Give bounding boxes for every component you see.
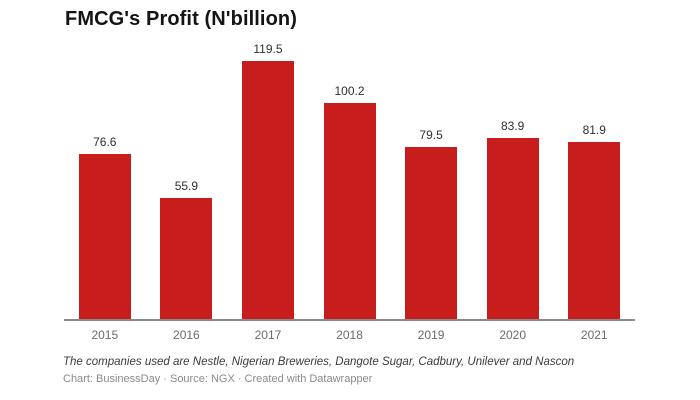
bar <box>160 198 213 319</box>
bar-value-label: 55.9 <box>174 179 199 194</box>
bar-column: 81.9 <box>553 123 635 319</box>
chart-attribution: Chart: BusinessDay · Source: NGX · Creat… <box>63 373 373 385</box>
bar-value-label: 100.2 <box>334 83 365 98</box>
x-tick-label: 2016 <box>173 328 200 342</box>
bar <box>405 147 458 319</box>
bar-value-label: 79.5 <box>419 128 443 143</box>
chart-note: The companies used are Nestle, Nigerian … <box>63 356 575 368</box>
bar-chart: 76.6 55.9 119.5 100.2 79.5 83.9 81.9 2015 2016 2… <box>64 40 635 342</box>
x-tick-label: 2019 <box>417 328 445 342</box>
bar <box>568 142 621 319</box>
x-tick-label: 2021 <box>580 328 608 342</box>
chart-footer: The companies used are Nestle, Nigerian … <box>63 356 670 385</box>
bar-column: 76.6 <box>64 135 146 319</box>
plot-area: 76.6 55.9 119.5 100.2 79.5 83.9 81.9 <box>64 40 635 321</box>
bar-column: 83.9 <box>472 119 554 319</box>
bar-column: 55.9 <box>146 179 228 319</box>
bar-column: 100.2 <box>309 84 391 319</box>
bar-value-label: 119.5 <box>253 42 283 56</box>
x-tick-label: 2020 <box>499 328 527 342</box>
bar <box>323 102 376 319</box>
bar <box>241 61 294 319</box>
bar-value-label: 81.9 <box>582 123 606 138</box>
bar <box>78 153 131 319</box>
bar-column: 79.5 <box>390 128 472 319</box>
bar-value-label: 76.6 <box>93 134 117 149</box>
bar-value-label: 83.9 <box>501 118 525 133</box>
x-tick-label: 2018 <box>336 328 363 342</box>
chart-title: FMCG's Profit (N'billion) <box>65 8 297 30</box>
bar-column: 119.5 <box>227 42 309 319</box>
bar <box>486 137 539 319</box>
x-tick-label: 2017 <box>254 328 282 342</box>
x-axis-labels: 2015 2016 2017 2018 2019 2020 2021 <box>64 328 635 342</box>
x-tick-label: 2015 <box>91 328 119 342</box>
